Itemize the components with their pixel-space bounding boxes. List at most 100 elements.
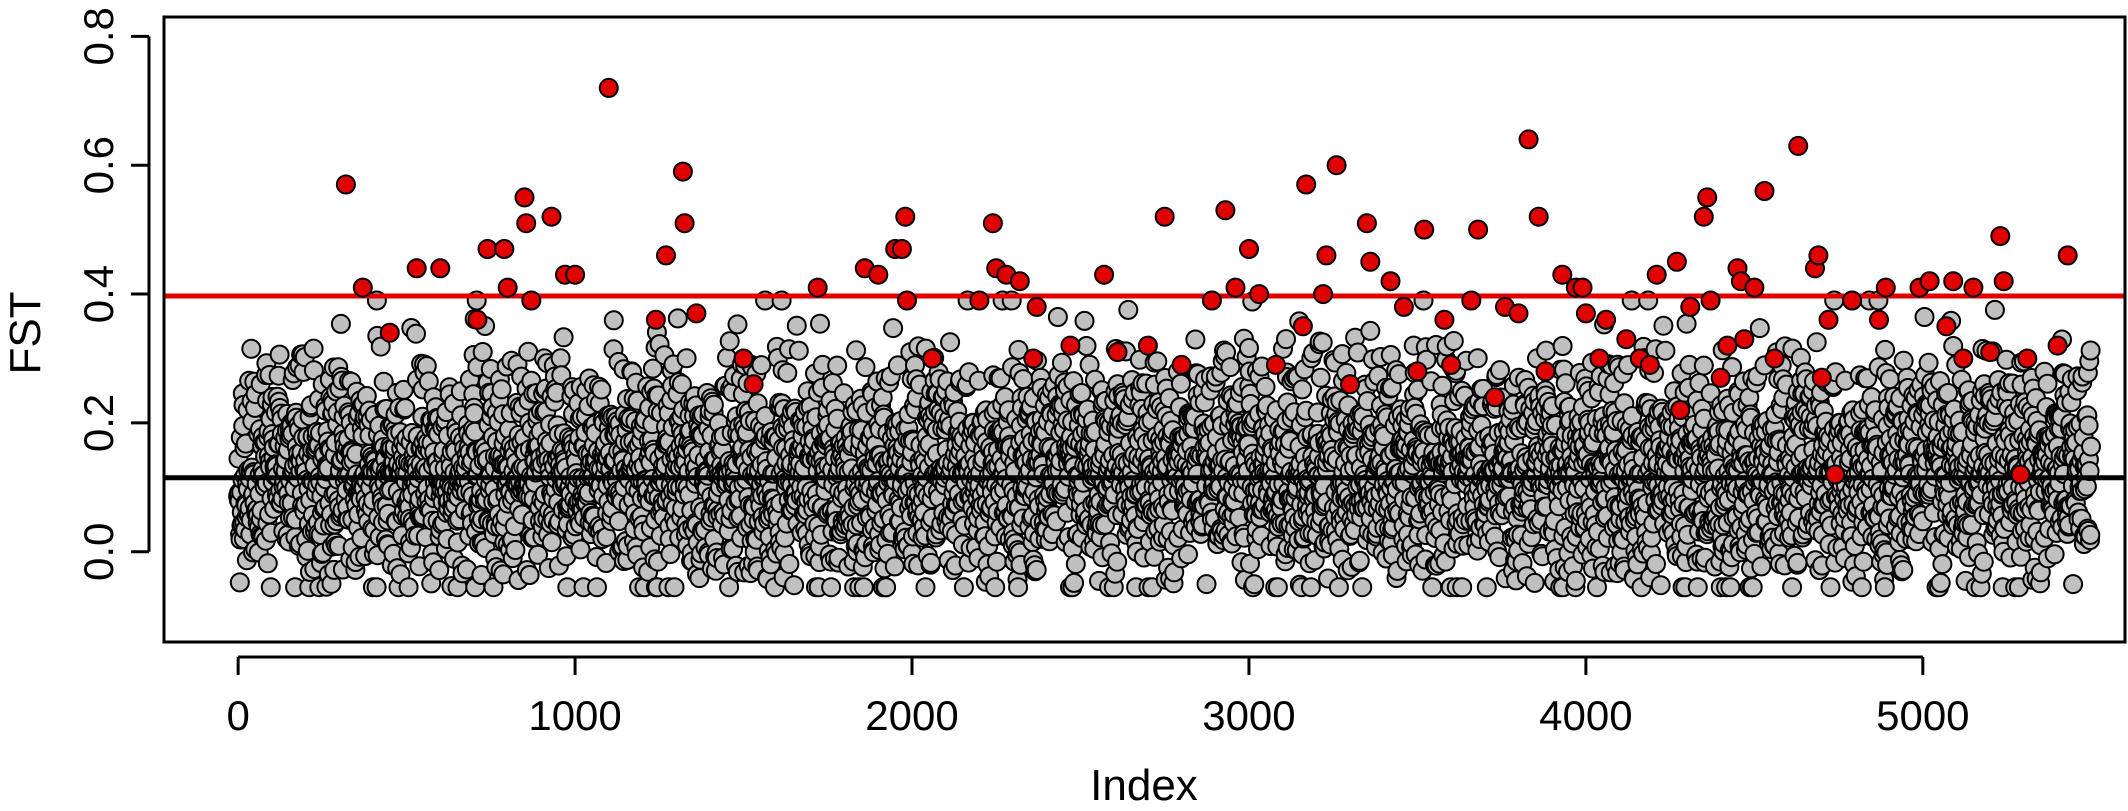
data-point bbox=[1008, 577, 1029, 598]
data-point bbox=[920, 552, 941, 573]
data-point bbox=[884, 556, 905, 577]
data-point bbox=[1476, 577, 1497, 598]
data-point bbox=[1879, 369, 1900, 390]
data-point bbox=[241, 338, 262, 359]
data-point bbox=[664, 577, 685, 598]
data-point bbox=[1646, 554, 1666, 574]
data-point bbox=[810, 313, 830, 334]
data-point bbox=[1720, 577, 1741, 598]
data-point bbox=[821, 577, 842, 598]
data-point bbox=[1064, 572, 1085, 593]
data-point bbox=[269, 344, 290, 365]
data-point bbox=[1276, 329, 1296, 350]
data-point bbox=[1244, 574, 1265, 595]
data-point bbox=[1292, 379, 1313, 400]
data-point bbox=[398, 577, 419, 598]
data-point bbox=[703, 394, 724, 415]
data-point bbox=[1047, 307, 1068, 327]
data-point bbox=[660, 544, 681, 564]
data-point bbox=[1874, 577, 1895, 598]
data-point bbox=[1065, 554, 1086, 575]
data-point bbox=[1653, 315, 1674, 336]
data-point bbox=[541, 532, 562, 553]
data-point bbox=[883, 318, 904, 339]
data-point bbox=[330, 313, 351, 334]
data-point bbox=[1267, 577, 1288, 598]
data-point bbox=[1349, 550, 1370, 571]
data-point bbox=[786, 315, 807, 336]
data-point bbox=[1751, 556, 1772, 577]
data-point bbox=[491, 379, 512, 400]
data-point bbox=[667, 308, 688, 329]
data-point bbox=[676, 348, 697, 369]
data-point bbox=[727, 314, 748, 335]
data-point bbox=[1300, 577, 1321, 598]
data-point bbox=[257, 553, 278, 574]
data-point bbox=[1310, 367, 1331, 388]
data-point bbox=[1196, 574, 1217, 595]
data-point bbox=[1875, 339, 1896, 360]
data-point bbox=[779, 554, 800, 574]
data-point bbox=[1422, 577, 1443, 598]
data-point bbox=[1255, 376, 1276, 397]
data-point bbox=[505, 540, 526, 560]
data-points bbox=[228, 290, 2101, 598]
data-point bbox=[985, 577, 1006, 598]
data-point bbox=[1490, 360, 1510, 381]
data-point bbox=[876, 577, 897, 598]
data-point bbox=[550, 348, 571, 369]
data-point bbox=[940, 332, 961, 353]
data-point bbox=[1650, 575, 1671, 596]
data-point bbox=[1312, 332, 1333, 353]
data-point bbox=[1820, 577, 1841, 598]
data-point bbox=[784, 575, 805, 596]
data-point bbox=[1851, 577, 1872, 598]
data-point bbox=[1655, 340, 1676, 361]
data-point bbox=[303, 338, 324, 359]
data-point bbox=[953, 577, 974, 598]
data-point bbox=[587, 577, 607, 598]
data-point bbox=[1360, 320, 1381, 341]
data-point bbox=[1536, 340, 1557, 361]
data-point bbox=[1749, 318, 1770, 339]
data-point bbox=[1782, 577, 1803, 598]
data-point bbox=[1107, 551, 1128, 572]
data-point bbox=[260, 577, 281, 598]
data-point bbox=[1118, 299, 1139, 320]
data-point bbox=[1074, 310, 1095, 331]
data-point bbox=[1524, 572, 1545, 593]
data-point bbox=[1676, 313, 1697, 334]
data-point bbox=[1552, 336, 1573, 356]
data-point bbox=[1806, 332, 1827, 353]
data-point bbox=[1693, 355, 1714, 376]
data-point bbox=[788, 340, 809, 361]
data-point bbox=[1443, 331, 1464, 351]
data-point bbox=[591, 379, 612, 400]
data-point bbox=[846, 340, 867, 361]
data-point bbox=[915, 577, 936, 598]
data-point bbox=[519, 565, 540, 585]
data-point bbox=[406, 323, 426, 344]
data-point bbox=[472, 342, 493, 362]
data-point bbox=[1013, 369, 1034, 390]
data-point bbox=[1185, 329, 1206, 350]
data-point bbox=[1452, 577, 1473, 598]
data-point bbox=[1051, 352, 1072, 373]
data-point bbox=[603, 310, 624, 331]
data-point bbox=[366, 577, 387, 598]
data-point bbox=[1328, 577, 1349, 598]
data-point bbox=[1565, 570, 1586, 591]
data-point bbox=[1026, 560, 1047, 580]
data-point bbox=[1893, 350, 1914, 371]
data-point bbox=[827, 355, 848, 376]
data-point bbox=[1352, 577, 1373, 598]
data-point bbox=[1687, 577, 1708, 598]
data-point bbox=[751, 355, 772, 376]
data-point bbox=[553, 327, 574, 348]
data-point bbox=[1170, 373, 1191, 394]
data-point bbox=[1787, 552, 1808, 573]
data-point bbox=[986, 551, 1007, 572]
data-point bbox=[1742, 577, 1763, 598]
data-point bbox=[1893, 560, 1914, 580]
